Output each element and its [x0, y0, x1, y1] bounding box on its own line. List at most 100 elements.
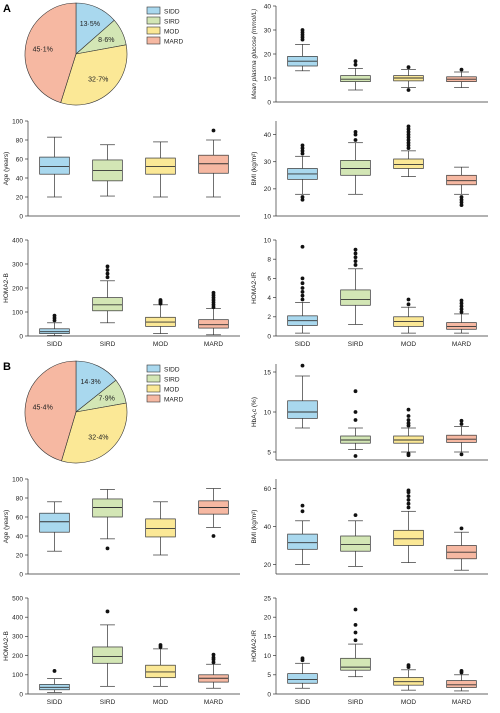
legend-swatch: [146, 26, 161, 35]
y-tick-label: 0: [19, 333, 23, 340]
outlier-point: [406, 488, 411, 493]
outlier-point: [459, 203, 464, 208]
y-tick-label: 40: [264, 524, 272, 531]
outlier-point: [353, 247, 358, 252]
box-sird: [340, 75, 371, 82]
y-tick-label: 300: [12, 634, 23, 641]
outlier-point: [105, 609, 110, 614]
outlier-point: [406, 143, 411, 148]
outlier-point: [211, 655, 216, 660]
y-axis-label: HbA₁c (%): [251, 397, 258, 427]
outlier-point: [300, 363, 305, 368]
legend-label: MARD: [164, 39, 183, 46]
y-tick-label: 10: [264, 237, 272, 244]
outlier-point: [459, 307, 464, 312]
outlier-point: [300, 509, 305, 514]
outlier-point: [406, 146, 411, 151]
outlier-point: [353, 129, 358, 134]
x-tick-label: SIDD: [47, 341, 63, 348]
legend-label: SIDD: [164, 9, 180, 16]
outlier-point: [459, 200, 464, 205]
y-axis-label: HOMA2-IR: [251, 630, 258, 662]
box-mard: [198, 319, 229, 329]
outlier-point: [353, 138, 358, 142]
pie-slice-label: 45·1%: [33, 46, 53, 53]
y-tick-label: 30: [264, 159, 272, 166]
box-sird: [340, 535, 371, 552]
x-tick-label: SIDD: [295, 699, 311, 706]
outlier-point: [353, 132, 358, 137]
legend: SIDD SIRD MOD MARD: [146, 6, 183, 46]
pie-slice-label: 7·9%: [99, 396, 115, 403]
y-tick-label: 200: [12, 285, 23, 292]
pie-chart: 13·5% 8·6% 32·7% 45·1%: [24, 2, 128, 106]
y-tick-label: 10: [264, 213, 272, 220]
y-tick-label: 40: [264, 3, 272, 10]
box-sidd: [39, 512, 70, 533]
outlier-point: [406, 451, 411, 456]
boxplot-a-homab: 0 100 200 300 400 HOMA2-B SIDD SIRD MOD MARD: [3, 237, 240, 348]
box-sidd: [287, 533, 318, 550]
box-mard: [446, 680, 477, 688]
y-tick-label: 5: [267, 449, 271, 456]
y-tick-label: 8: [267, 257, 271, 264]
outlier-point: [459, 526, 464, 531]
legend-label: SIDD: [164, 367, 180, 374]
section-letter: B: [3, 361, 11, 373]
x-tick-label: MOD: [153, 341, 168, 348]
outlier-point: [353, 622, 358, 627]
outlier-point: [158, 643, 163, 647]
x-tick-label: MOD: [401, 341, 416, 348]
box-sidd: [39, 156, 70, 175]
box-sird: [92, 297, 123, 312]
outlier-point: [300, 503, 305, 508]
outlier-point: [353, 263, 358, 267]
x-tick-label: SIRD: [100, 341, 116, 348]
box-sidd: [287, 673, 318, 684]
y-axis-label: BMI (kg/m²): [251, 510, 258, 544]
outlier-point: [300, 293, 305, 298]
outlier-point: [300, 244, 305, 249]
box-mard: [446, 174, 477, 186]
outlier-point: [105, 264, 110, 269]
box-mod: [393, 158, 424, 169]
outlier-point: [353, 418, 358, 422]
x-tick-label: SIDD: [295, 341, 311, 348]
legend-swatch: [146, 36, 161, 45]
outlier-point: [300, 656, 305, 661]
outlier-point: [353, 638, 358, 643]
outlier-point: [406, 88, 411, 92]
box-sird: [340, 657, 371, 671]
legend-label: MOD: [164, 387, 179, 394]
legend-swatch: [146, 374, 161, 383]
box-mod: [145, 664, 176, 679]
y-tick-label: 500: [12, 595, 23, 602]
legend-label: SIRD: [164, 19, 180, 26]
outlier-point: [459, 669, 464, 673]
y-axis-label: BMI (kg/m²): [251, 152, 258, 186]
outlier-point: [406, 297, 411, 302]
box-sidd: [39, 328, 70, 334]
outlier-point: [406, 135, 411, 140]
y-tick-label: 100: [12, 309, 23, 316]
outlier-point: [406, 407, 411, 412]
legend-label: MARD: [164, 397, 183, 404]
outlier-point: [406, 124, 411, 129]
outlier-point: [300, 143, 305, 148]
y-tick-label: 0: [267, 691, 271, 698]
outlier-point: [353, 59, 358, 64]
y-tick-label: 20: [264, 562, 272, 569]
outlier-point: [406, 505, 411, 510]
y-tick-label: 4: [267, 295, 271, 302]
outlier-point: [459, 418, 464, 423]
box-sidd: [287, 400, 318, 419]
outlier-point: [300, 197, 305, 202]
x-tick-label: MARD: [204, 341, 223, 348]
y-tick-label: 60: [16, 514, 24, 521]
y-tick-label: 30: [264, 27, 272, 34]
outlier-point: [211, 534, 216, 538]
outlier-point: [300, 146, 305, 151]
outlier-point: [300, 289, 305, 294]
outlier-point: [158, 298, 163, 302]
outlier-point: [300, 297, 305, 302]
